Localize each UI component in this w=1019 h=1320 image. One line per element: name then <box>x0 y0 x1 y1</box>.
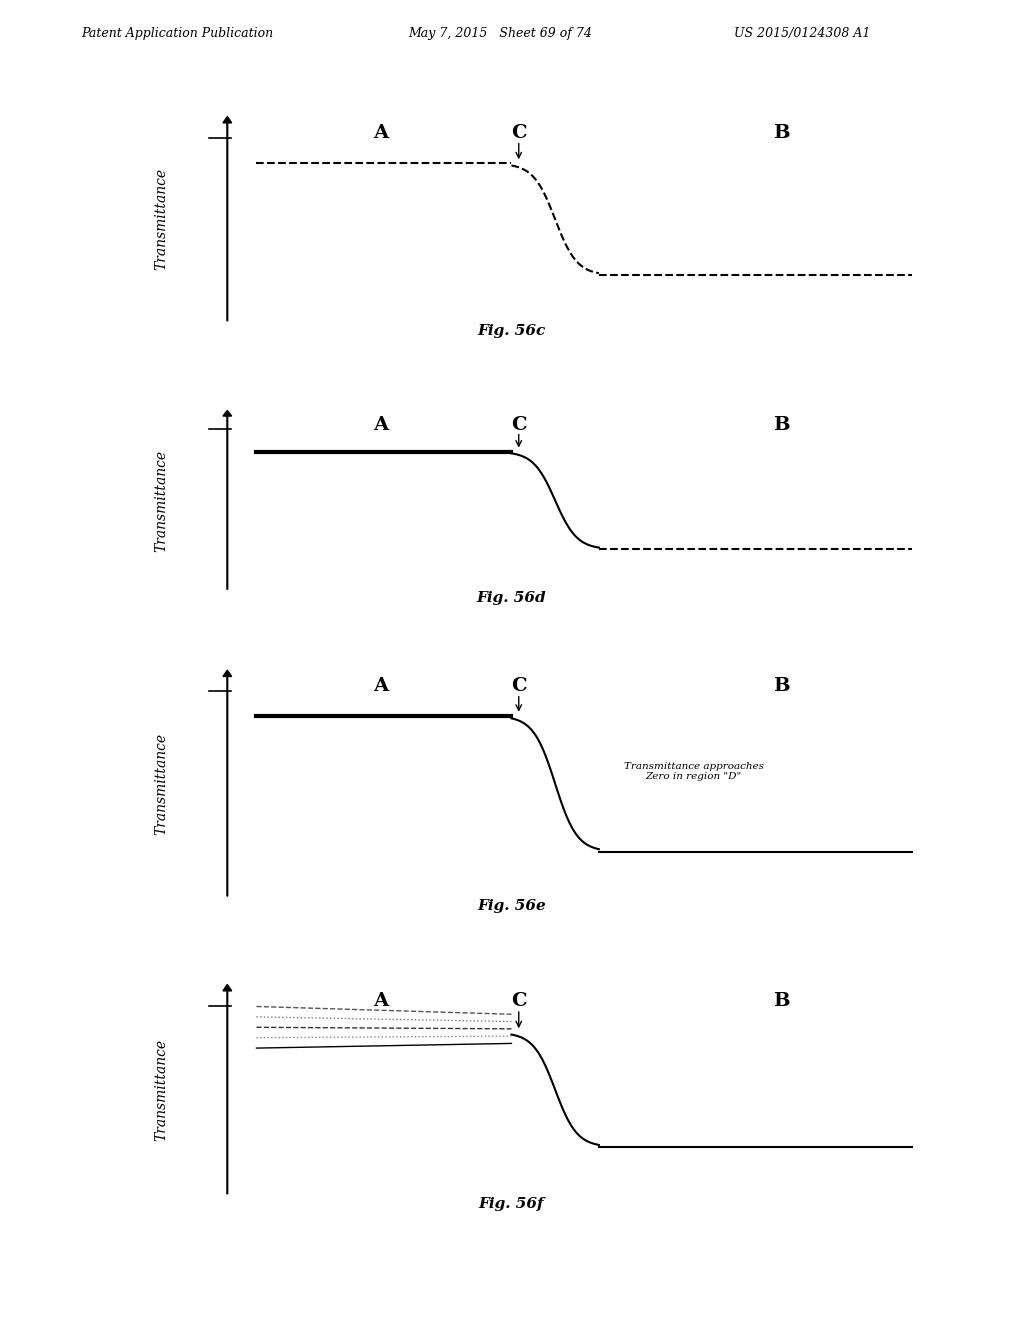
Text: May 7, 2015   Sheet 69 of 74: May 7, 2015 Sheet 69 of 74 <box>408 26 591 40</box>
Text: A: A <box>372 124 387 143</box>
Text: C: C <box>511 677 526 696</box>
Text: Transmittance: Transmittance <box>155 168 168 271</box>
Text: US 2015/0124308 A1: US 2015/0124308 A1 <box>734 26 870 40</box>
Text: B: B <box>772 993 789 1010</box>
Text: Fig. 56d: Fig. 56d <box>476 591 546 605</box>
Text: C: C <box>511 416 526 434</box>
Text: C: C <box>511 124 526 143</box>
Text: B: B <box>772 124 789 143</box>
Text: A: A <box>372 993 387 1010</box>
Text: B: B <box>772 416 789 434</box>
Text: Patent Application Publication: Patent Application Publication <box>82 26 273 40</box>
Text: Fig. 56e: Fig. 56e <box>477 899 545 913</box>
Text: C: C <box>511 993 526 1010</box>
Text: Transmittance: Transmittance <box>155 449 168 552</box>
FancyArrow shape <box>223 116 231 321</box>
Text: A: A <box>372 677 387 696</box>
Text: Fig. 56c: Fig. 56c <box>477 323 545 338</box>
Text: Fig. 56f: Fig. 56f <box>478 1197 544 1212</box>
FancyArrow shape <box>223 411 231 589</box>
FancyArrow shape <box>223 985 231 1193</box>
Text: Transmittance: Transmittance <box>155 1039 168 1140</box>
Text: Transmittance: Transmittance <box>155 733 168 834</box>
Text: Transmittance approaches
Zero in region "D": Transmittance approaches Zero in region … <box>623 762 763 781</box>
FancyArrow shape <box>223 671 231 896</box>
Text: A: A <box>372 416 387 434</box>
Text: B: B <box>772 677 789 696</box>
